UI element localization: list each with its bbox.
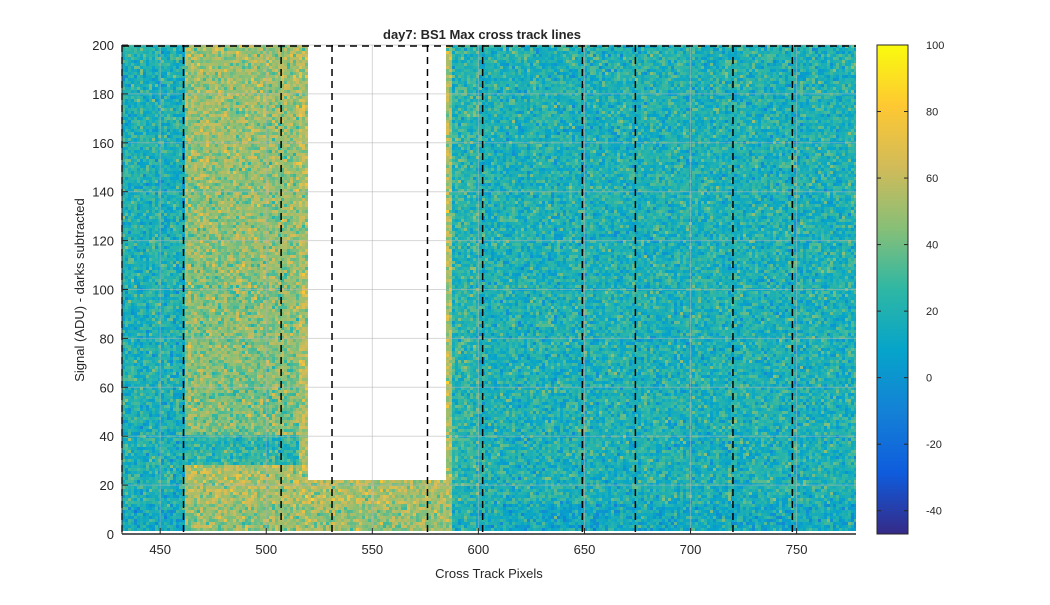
x-tick-label: 750 — [786, 542, 808, 557]
y-tick-label: 20 — [100, 478, 114, 493]
y-tick-label: 140 — [92, 185, 114, 200]
colorbar-tick-label: 0 — [926, 373, 932, 385]
colorbar: -40 -20 0 20 40 60 80 100 — [877, 40, 944, 534]
y-tick-label: 120 — [92, 234, 114, 249]
colorbar-tick-label: 40 — [926, 240, 938, 252]
x-axis-label: Cross Track Pixels — [435, 566, 543, 581]
y-tick-label: 80 — [100, 331, 114, 346]
colorbar-tick-label: -40 — [926, 506, 942, 518]
colorbar-tick-label: 20 — [926, 306, 938, 318]
colorbar-tick-label: 80 — [926, 107, 938, 119]
y-tick-label: 60 — [100, 380, 114, 395]
colorbar-tick-label: 100 — [926, 40, 944, 52]
x-tick-label: 600 — [468, 542, 490, 557]
y-tick-label: 0 — [107, 527, 114, 542]
colorbar-tick-label: 60 — [926, 173, 938, 185]
chart-title: day7: BS1 Max cross track lines — [383, 27, 581, 42]
colorbar-gradient — [877, 45, 908, 534]
x-tick-label: 450 — [149, 542, 171, 557]
y-tick-label: 160 — [92, 136, 114, 151]
y-tick-label: 200 — [92, 38, 114, 53]
x-tick-label: 650 — [574, 542, 596, 557]
y-tick-label: 100 — [92, 283, 114, 298]
y-axis-label: Signal (ADU) - darks subtracted — [72, 198, 87, 382]
x-tick-label: 500 — [255, 542, 277, 557]
y-tick-label: 40 — [100, 429, 114, 444]
heatmap-cells — [122, 45, 857, 531]
y-tick-label: 180 — [92, 87, 114, 102]
x-tick-label: 550 — [361, 542, 383, 557]
colorbar-tick-label: -20 — [926, 439, 942, 451]
x-tick-label: 700 — [680, 542, 702, 557]
